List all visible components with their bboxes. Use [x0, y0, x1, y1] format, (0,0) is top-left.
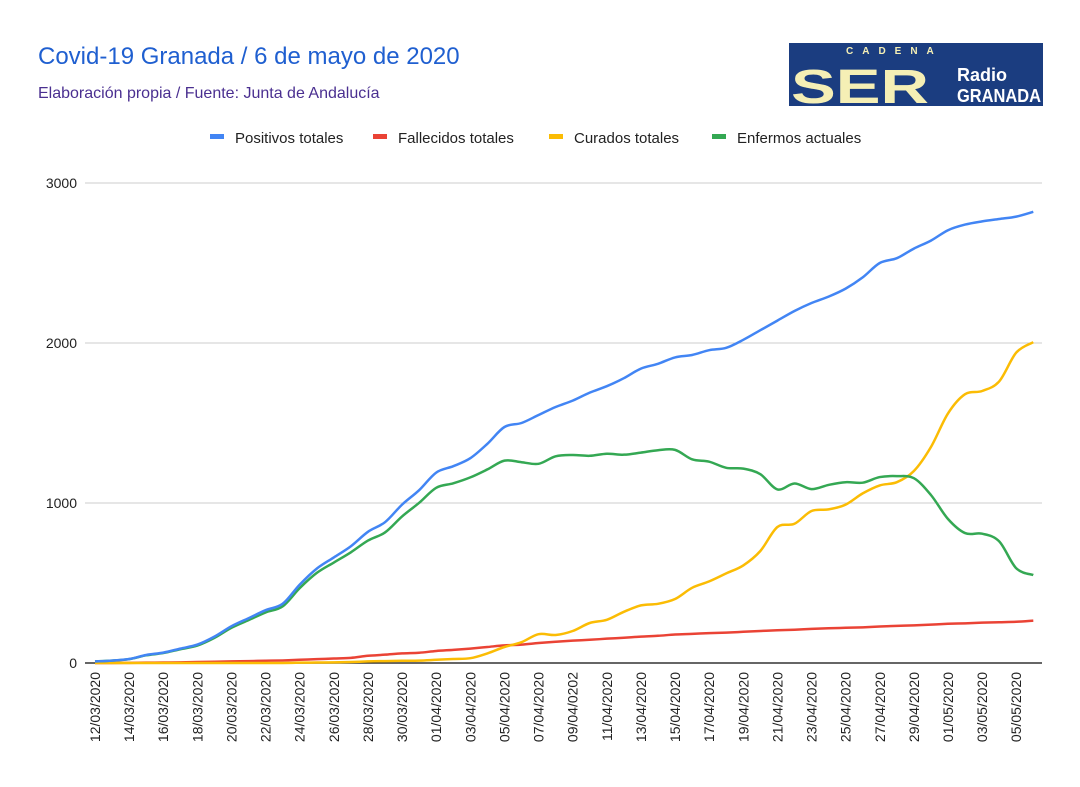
series-lines — [94, 210, 1034, 665]
x-tick-label: 13/04/2020 — [633, 672, 649, 742]
gridlines — [85, 182, 1042, 664]
x-tick-label: 22/03/2020 — [258, 672, 274, 742]
x-tick-label: 01/04/2020 — [428, 672, 444, 742]
legend-label: Fallecidos totales — [398, 130, 514, 147]
logo-background — [789, 43, 1043, 106]
x-tick-label: 09/04/0202 — [565, 672, 581, 742]
legend-label: Curados totales — [574, 130, 679, 147]
series-line-curados-totales — [95, 341, 1034, 665]
x-tick-label: 14/03/2020 — [121, 672, 137, 742]
chart-title: Covid-19 Granada / 6 de mayo de 2020 — [38, 43, 460, 70]
logo-top-text: CADENA — [846, 46, 943, 57]
series-line-enfermos-actuales — [94, 447, 1034, 663]
x-tick-label: 12/03/2020 — [87, 672, 103, 742]
x-tick-label: 29/04/2020 — [906, 672, 922, 742]
legend-label: Enfermos actuales — [737, 130, 861, 147]
legend: Positivos totales Fallecidos totales Curad… — [210, 130, 861, 147]
x-tick-label: 27/04/2020 — [872, 672, 888, 742]
series-line-fallecidos-totales — [94, 619, 1034, 665]
legend-swatch — [373, 134, 387, 139]
y-tick-label: 2000 — [46, 335, 77, 351]
x-tick-label: 01/05/2020 — [940, 672, 956, 742]
x-tick-label: 07/04/2020 — [531, 672, 547, 742]
x-tick-label: 17/04/2020 — [701, 672, 717, 742]
x-tick-label: 15/04/2020 — [667, 672, 683, 742]
series-line-positivos-totales — [94, 210, 1034, 663]
x-tick-label: 18/03/2020 — [189, 672, 205, 742]
logo-line1: Radio — [957, 65, 1007, 85]
legend-swatch — [549, 134, 563, 139]
legend-label: Positivos totales — [235, 130, 343, 147]
y-tick-label: 1000 — [46, 495, 77, 511]
x-tick-label: 16/03/2020 — [155, 672, 171, 742]
x-tick-label: 03/04/2020 — [462, 672, 478, 742]
chart-subtitle: Elaboración propia / Fuente: Junta de An… — [38, 85, 380, 102]
y-tick-label: 0 — [69, 655, 77, 671]
x-tick-label: 28/03/2020 — [360, 672, 376, 742]
x-tick-label: 30/03/2020 — [394, 672, 410, 742]
x-tick-label: 19/04/2020 — [735, 672, 751, 742]
x-tick-label: 21/04/2020 — [769, 672, 785, 742]
x-axis-ticks: 12/03/2020 14/03/2020 16/03/2020 18/03/2020… — [87, 672, 1024, 742]
x-tick-label: 25/04/2020 — [838, 672, 854, 742]
x-tick-label: 20/03/2020 — [223, 672, 239, 742]
logo-line2: GRANADA — [957, 86, 1041, 106]
x-tick-label: 03/05/2020 — [974, 672, 990, 742]
legend-swatch — [712, 134, 726, 139]
y-axis-ticks: 0 1000 2000 3000 — [46, 175, 77, 671]
logo-brand-text: SER — [791, 61, 929, 114]
logo: CADENA SER Radio GRANADA — [789, 43, 1043, 114]
x-tick-label: 23/04/2020 — [804, 672, 820, 742]
x-tick-label: 24/03/2020 — [292, 672, 308, 742]
x-tick-label: 05/04/2020 — [496, 672, 512, 742]
legend-swatch — [210, 134, 224, 139]
x-tick-label: 26/03/2020 — [326, 672, 342, 742]
x-tick-label: 11/04/2020 — [599, 672, 615, 741]
y-tick-label: 3000 — [46, 175, 77, 191]
x-tick-label: 05/05/2020 — [1008, 672, 1024, 742]
